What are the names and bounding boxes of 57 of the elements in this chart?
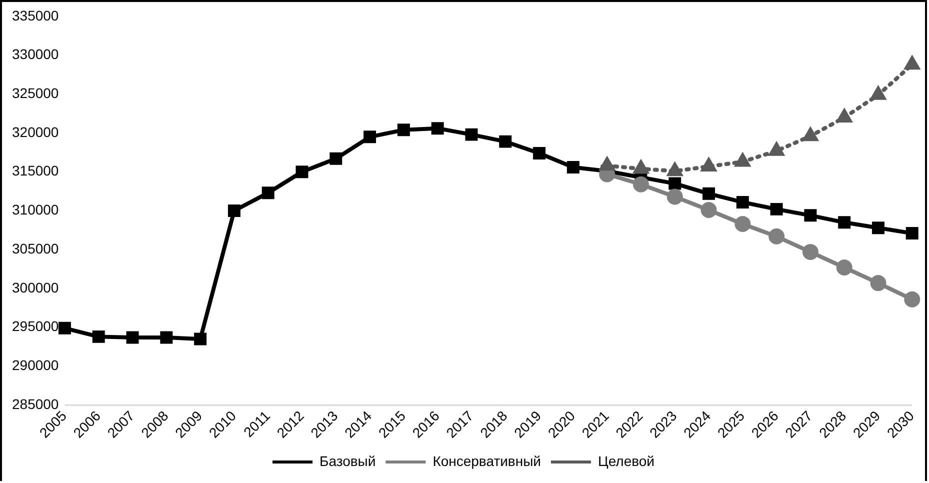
- y-tick-label: 315000: [12, 162, 59, 179]
- legend-label: Консервативный: [432, 452, 541, 469]
- point: [736, 196, 749, 208]
- y-tick-label: 310000: [12, 202, 59, 218]
- point: [702, 158, 716, 172]
- y-tick-label: 300000: [12, 279, 59, 296]
- point: [872, 222, 884, 234]
- y-tick-label: 325000: [12, 85, 59, 101]
- point: [666, 188, 683, 205]
- point: [228, 204, 240, 217]
- point: [734, 216, 751, 232]
- point: [735, 154, 750, 167]
- point: [837, 109, 852, 122]
- point: [668, 177, 682, 190]
- point: [803, 128, 818, 142]
- legend-label: Базовый: [320, 452, 376, 469]
- point: [160, 331, 173, 344]
- point: [632, 176, 649, 192]
- y-tick-label: 305000: [12, 240, 59, 256]
- point: [533, 146, 546, 160]
- point: [465, 128, 478, 141]
- point: [768, 228, 785, 244]
- point: [364, 130, 376, 144]
- point: [904, 291, 920, 308]
- point: [702, 187, 715, 200]
- point: [906, 227, 918, 240]
- y-tick-label: 290000: [12, 357, 59, 374]
- point: [58, 322, 71, 334]
- point: [904, 56, 920, 70]
- point: [566, 160, 580, 174]
- point: [871, 86, 886, 100]
- point: [634, 160, 648, 174]
- point: [804, 209, 817, 222]
- point: [600, 158, 614, 171]
- point: [330, 152, 342, 165]
- point: [870, 275, 886, 292]
- point: [802, 244, 818, 260]
- point: [262, 186, 274, 200]
- y-tick-label: 285000: [12, 396, 59, 412]
- point: [769, 142, 784, 156]
- point: [770, 202, 783, 216]
- point: [431, 122, 444, 135]
- point: [668, 163, 682, 176]
- y-tick-label: 320000: [12, 124, 59, 140]
- y-tick-label: 330000: [12, 46, 59, 62]
- point: [92, 330, 105, 343]
- point: [838, 216, 851, 229]
- point: [499, 135, 512, 148]
- point: [194, 332, 207, 346]
- point: [126, 331, 139, 344]
- y-tick-label: 295000: [12, 318, 59, 334]
- y-tick-label: 335000: [12, 7, 59, 24]
- point: [397, 124, 410, 136]
- legend-label: Целевой: [598, 452, 655, 469]
- point: [700, 202, 717, 218]
- point: [296, 166, 308, 178]
- point: [836, 260, 852, 276]
